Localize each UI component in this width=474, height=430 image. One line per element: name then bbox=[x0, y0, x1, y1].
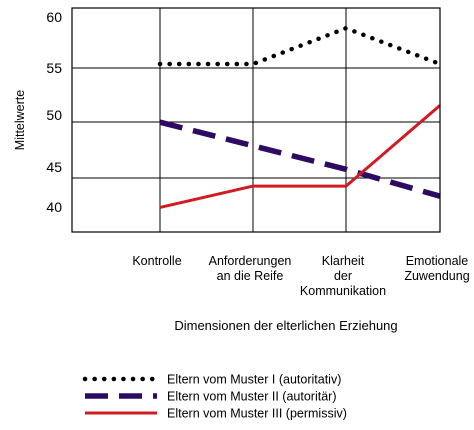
x-axis-label: Dimensionen der elterlichen Erziehung bbox=[174, 318, 397, 333]
category-label: Anforderungen an die Reife bbox=[209, 254, 292, 283]
y-tick-label: 55 bbox=[46, 60, 62, 76]
y-axis-label: Mittelwerte bbox=[13, 90, 27, 150]
y-tick-label: 50 bbox=[46, 107, 62, 123]
series-line-2 bbox=[159, 119, 441, 199]
category-labels: Kontrolle Anforderungen an die Reife Klarhe… bbox=[132, 254, 469, 298]
legend-label: Eltern vom Muster I (autoritativ) bbox=[167, 373, 341, 387]
category-label: Emotionale Zuwendung bbox=[404, 254, 469, 283]
plot-frame bbox=[71, 7, 441, 233]
y-tick-label: 45 bbox=[46, 159, 62, 175]
grid-lines bbox=[72, 8, 440, 232]
legend-label: Eltern vom Muster II (autoritär) bbox=[167, 390, 337, 404]
y-tick-label: 40 bbox=[46, 199, 62, 215]
legend: Eltern vom Muster I (autoritativ) Eltern … bbox=[82, 373, 347, 421]
series-line-1 bbox=[157, 25, 443, 67]
legend-label: Eltern vom Muster III (permissiv) bbox=[167, 407, 347, 421]
series-line-3 bbox=[159, 104, 441, 209]
y-tick-labels: 40 45 50 55 60 bbox=[46, 9, 62, 215]
category-label: Klarheit der Kommunikation bbox=[300, 254, 386, 298]
category-label: Kontrolle bbox=[132, 254, 181, 268]
y-tick-label: 60 bbox=[46, 9, 62, 25]
series-lines bbox=[157, 25, 443, 209]
